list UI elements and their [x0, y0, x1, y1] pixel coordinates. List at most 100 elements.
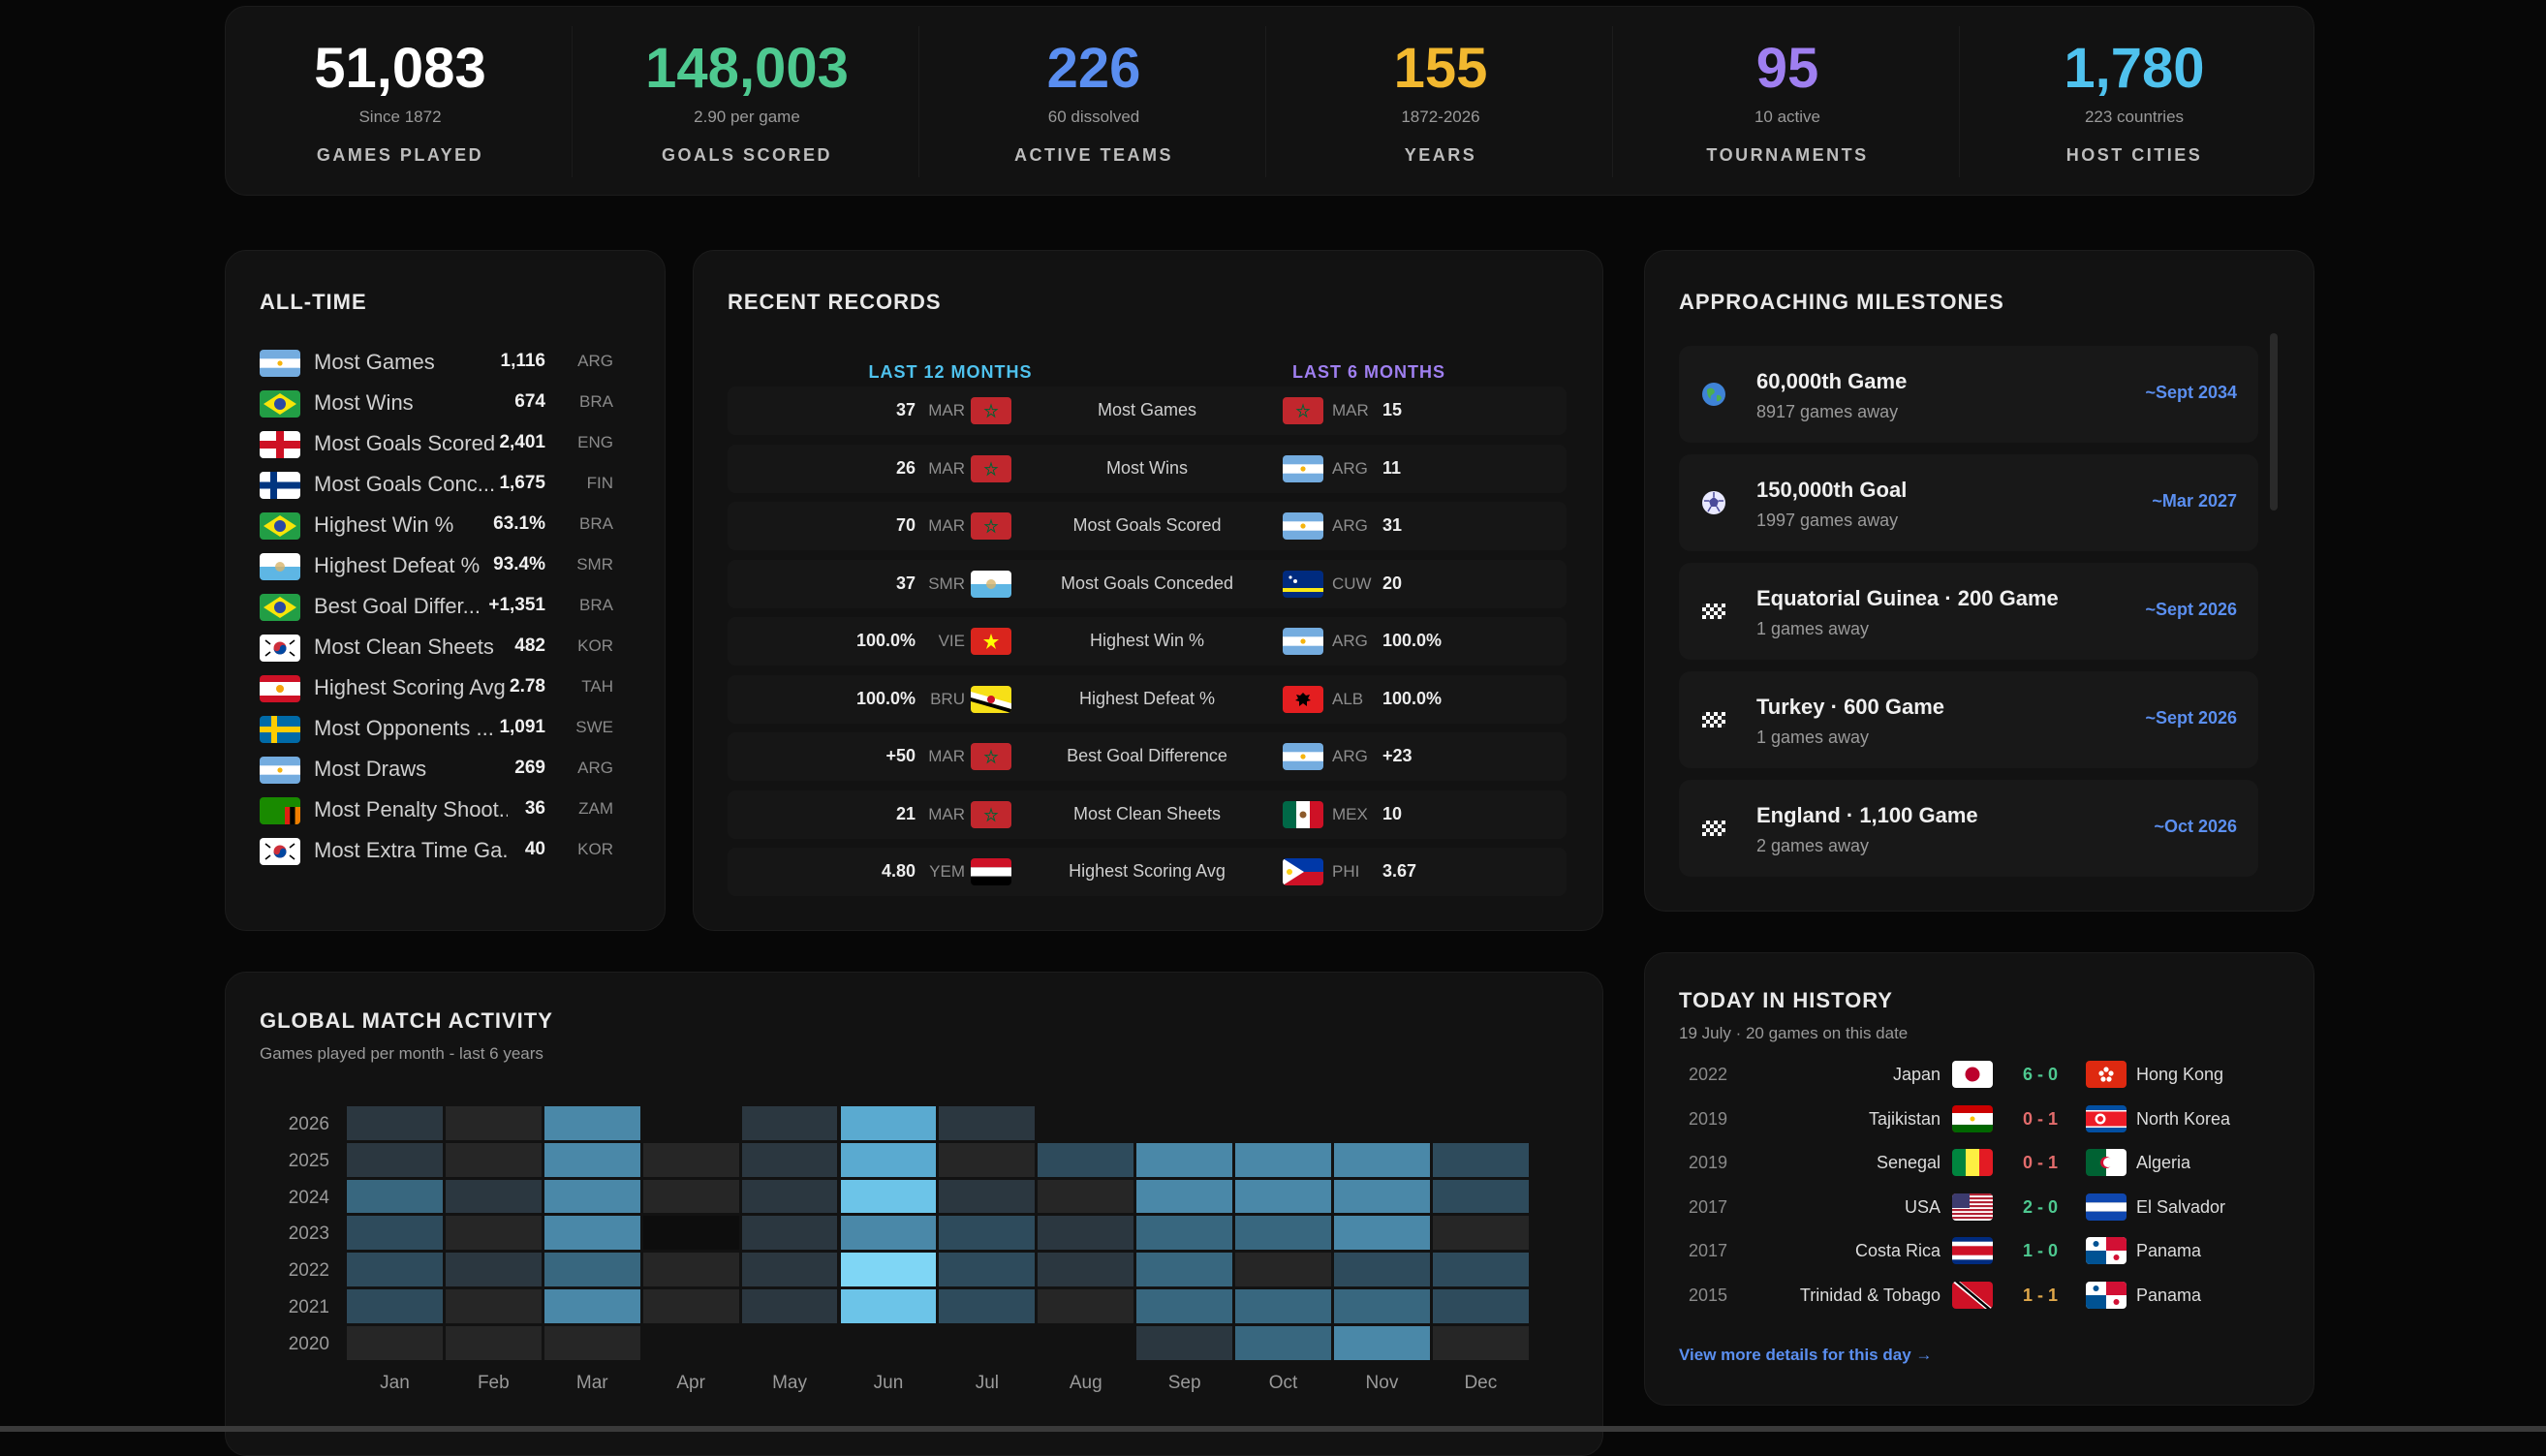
heatmap-cell[interactable] — [1136, 1179, 1233, 1214]
all-time-row[interactable]: Most Extra Time Ga... 40 KOR — [260, 832, 647, 867]
heatmap-cell[interactable] — [840, 1106, 937, 1140]
history-match-row[interactable]: 2017 USA 2 - 0 El Salvador — [1679, 1186, 2280, 1229]
view-more-link[interactable]: View more details for this day → — [1679, 1346, 1933, 1364]
heatmap-cell[interactable] — [1432, 1179, 1529, 1214]
recent-record-row[interactable]: 100.0% VIE Highest Win % ARG 100.0% — [728, 617, 1567, 666]
heatmap-cell[interactable] — [347, 1216, 443, 1251]
milestone-item[interactable]: Turkey · 600 Game 1 games away ~Sept 2026 — [1679, 671, 2258, 768]
milestone-item[interactable]: Equatorial Guinea · 200 Game 1 games away… — [1679, 563, 2258, 660]
heatmap-cell[interactable] — [445, 1106, 542, 1140]
heatmap-cell[interactable] — [1334, 1216, 1430, 1251]
heatmap-cell[interactable] — [1432, 1216, 1529, 1251]
heatmap-cell[interactable] — [840, 1289, 937, 1323]
all-time-row[interactable]: Most Opponents ... 1,091 SWE — [260, 710, 647, 745]
all-time-row[interactable]: Most Games 1,116 ARG — [260, 344, 647, 379]
heatmap-cell[interactable] — [543, 1325, 640, 1360]
all-time-row[interactable]: Most Draws 269 ARG — [260, 751, 647, 786]
heatmap-cell[interactable] — [445, 1289, 542, 1323]
heatmap-cell[interactable] — [939, 1179, 1036, 1214]
heatmap-cell[interactable] — [1432, 1142, 1529, 1177]
heatmap-cell[interactable] — [543, 1179, 640, 1214]
heatmap-cell[interactable] — [741, 1216, 838, 1251]
heatmap-cell[interactable] — [445, 1216, 542, 1251]
heatmap-cell[interactable] — [642, 1289, 739, 1323]
heatmap-cell[interactable] — [840, 1142, 937, 1177]
history-match-row[interactable]: 2017 Costa Rica 1 - 0 Panama — [1679, 1229, 2280, 1273]
heatmap-cell[interactable] — [1136, 1142, 1233, 1177]
heatmap-cell[interactable] — [1334, 1325, 1430, 1360]
heatmap-cell[interactable] — [741, 1106, 838, 1140]
all-time-row[interactable]: Most Goals Scored 2,401 ENG — [260, 425, 647, 460]
milestones-scrollbar[interactable] — [2270, 333, 2278, 511]
recent-record-row[interactable]: 4.80 YEM Highest Scoring Avg PHI 3.67 — [728, 848, 1567, 896]
recent-record-row[interactable]: 70 MAR Most Goals Scored ARG 31 — [728, 502, 1567, 550]
heatmap-cell[interactable] — [445, 1325, 542, 1360]
recent-record-row[interactable]: 100.0% BRU Highest Defeat % ALB 100.0% — [728, 674, 1567, 724]
all-time-row[interactable]: Highest Defeat % 93.4% SMR — [260, 547, 647, 582]
heatmap-cell[interactable] — [347, 1289, 443, 1323]
all-time-row[interactable]: Highest Win % 63.1% BRA — [260, 507, 647, 542]
heatmap-cell[interactable] — [543, 1253, 640, 1286]
heatmap-cell[interactable] — [1334, 1253, 1430, 1286]
heatmap-cell[interactable] — [1334, 1289, 1430, 1323]
heatmap-cell[interactable] — [445, 1253, 542, 1286]
milestone-item[interactable]: 150,000th Goal 1997 games away ~Mar 2027 — [1679, 454, 2258, 551]
heatmap-cell[interactable] — [939, 1253, 1036, 1286]
heatmap-cell[interactable] — [1235, 1142, 1331, 1177]
heatmap-cell[interactable] — [1235, 1289, 1331, 1323]
heatmap-cell[interactable] — [1235, 1325, 1331, 1360]
heatmap-cell[interactable] — [939, 1289, 1036, 1323]
heatmap-cell[interactable] — [1136, 1253, 1233, 1286]
heatmap-cell[interactable] — [939, 1106, 1036, 1140]
heatmap-cell[interactable] — [1432, 1289, 1529, 1323]
heatmap-cell[interactable] — [1432, 1325, 1529, 1360]
heatmap-cell[interactable] — [840, 1179, 937, 1214]
milestone-item[interactable]: England · 1,100 Game 2 games away ~Oct 202… — [1679, 780, 2258, 877]
heatmap-cell[interactable] — [642, 1216, 739, 1251]
heatmap-cell[interactable] — [1038, 1179, 1134, 1214]
heatmap-cell[interactable] — [1136, 1216, 1233, 1251]
heatmap-cell[interactable] — [1235, 1216, 1331, 1251]
history-match-row[interactable]: 2015 Trinidad & Tobago 1 - 1 Panama — [1679, 1274, 2280, 1317]
heatmap-cell[interactable] — [741, 1142, 838, 1177]
recent-record-row[interactable]: 37 MAR Most Games MAR 15 — [728, 387, 1567, 435]
heatmap-cell[interactable] — [543, 1216, 640, 1251]
heatmap-cell[interactable] — [1432, 1253, 1529, 1286]
heatmap-cell[interactable] — [1334, 1142, 1430, 1177]
history-match-row[interactable]: 2022 Japan 6 - 0 Hong Kong — [1679, 1053, 2280, 1097]
heatmap-cell[interactable] — [642, 1179, 739, 1214]
heatmap-cell[interactable] — [543, 1142, 640, 1177]
heatmap-cell[interactable] — [1038, 1142, 1134, 1177]
all-time-row[interactable]: Most Clean Sheets 482 KOR — [260, 629, 647, 664]
heatmap-cell[interactable] — [840, 1216, 937, 1251]
heatmap-cell[interactable] — [347, 1253, 443, 1286]
heatmap-cell[interactable] — [445, 1179, 542, 1214]
heatmap-cell[interactable] — [840, 1253, 937, 1286]
heatmap-cell[interactable] — [1334, 1179, 1430, 1214]
heatmap-cell[interactable] — [347, 1179, 443, 1214]
heatmap-cell[interactable] — [939, 1216, 1036, 1251]
all-time-row[interactable]: Most Penalty Shoot... 36 ZAM — [260, 791, 647, 826]
heatmap-cell[interactable] — [1038, 1216, 1134, 1251]
heatmap-cell[interactable] — [445, 1142, 542, 1177]
history-match-row[interactable]: 2019 Tajikistan 0 - 1 North Korea — [1679, 1098, 2280, 1141]
heatmap-cell[interactable] — [1038, 1289, 1134, 1323]
all-time-row[interactable]: Best Goal Differ... +1,351 BRA — [260, 588, 647, 623]
heatmap-cell[interactable] — [1038, 1253, 1134, 1286]
heatmap-cell[interactable] — [1235, 1179, 1331, 1214]
heatmap-cell[interactable] — [543, 1106, 640, 1140]
heatmap-cell[interactable] — [347, 1142, 443, 1177]
heatmap-cell[interactable] — [543, 1289, 640, 1323]
recent-record-row[interactable]: +50 MAR Best Goal Difference ARG +23 — [728, 732, 1567, 781]
heatmap-cell[interactable] — [347, 1325, 443, 1360]
heatmap-cell[interactable] — [347, 1106, 443, 1140]
heatmap-cell[interactable] — [1136, 1325, 1233, 1360]
milestone-item[interactable]: 60,000th Game 8917 games away ~Sept 2034 — [1679, 346, 2258, 443]
history-match-row[interactable]: 2019 Senegal 0 - 1 Algeria — [1679, 1141, 2280, 1185]
heatmap-cell[interactable] — [741, 1179, 838, 1214]
heatmap-cell[interactable] — [1136, 1289, 1233, 1323]
heatmap-cell[interactable] — [741, 1289, 838, 1323]
heatmap-cell[interactable] — [741, 1253, 838, 1286]
recent-record-row[interactable]: 21 MAR Most Clean Sheets MEX 10 — [728, 790, 1567, 839]
heatmap-cell[interactable] — [642, 1253, 739, 1286]
